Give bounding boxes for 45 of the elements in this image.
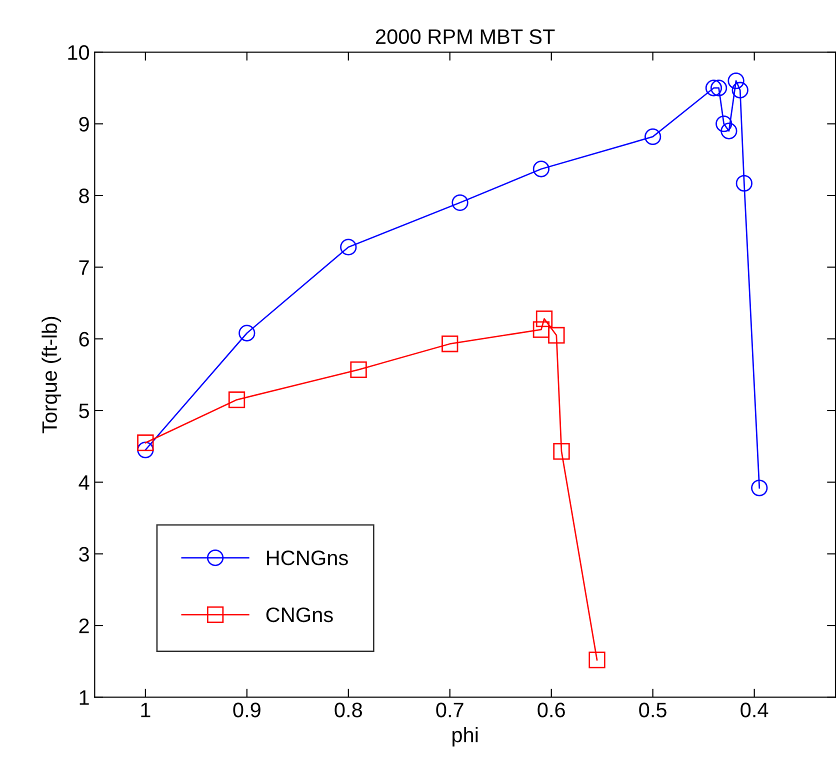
y-tick-label: 10 xyxy=(68,45,90,60)
point xyxy=(588,652,606,668)
point xyxy=(710,80,728,96)
point xyxy=(732,82,748,98)
point xyxy=(137,434,154,452)
y-tick-label: 1 xyxy=(80,690,89,705)
point xyxy=(532,160,550,178)
point xyxy=(716,115,732,132)
point xyxy=(228,391,246,408)
point xyxy=(340,238,357,256)
point xyxy=(553,443,570,460)
y-tick-label: 5 xyxy=(79,404,89,418)
point xyxy=(705,80,722,96)
point xyxy=(452,194,468,211)
x-axis-title: phi xyxy=(452,727,478,746)
point xyxy=(728,72,744,90)
y-tick-label: 6 xyxy=(79,332,89,347)
point xyxy=(350,361,367,378)
y-tick-label: 8 xyxy=(79,188,89,204)
x-tick-label: 0.4 xyxy=(740,702,768,718)
point xyxy=(548,326,565,344)
point xyxy=(442,336,458,352)
chart-title: 2000 RPM MBT ST xyxy=(376,29,555,44)
y-tick-label: 3 xyxy=(79,546,89,562)
x-tick-label: 0.7 xyxy=(436,702,464,718)
legend-label: CNGns xyxy=(266,607,333,622)
y-tick-label: 4 xyxy=(78,475,90,490)
point xyxy=(536,310,553,328)
y-tick-label: 9 xyxy=(79,116,89,132)
x-tick-label: 1 xyxy=(141,702,150,718)
point xyxy=(644,128,662,146)
y-tick-label: 2 xyxy=(79,618,89,634)
y-tick-label: 7 xyxy=(79,260,89,275)
x-tick-label: 0.9 xyxy=(233,702,260,718)
x-tick-label: 0.5 xyxy=(639,702,666,718)
point xyxy=(720,122,738,140)
x-tick-label: 0.8 xyxy=(334,702,362,718)
x-tick-label: 0.6 xyxy=(538,702,565,718)
y-axis-title: Torque (ft-lb) xyxy=(42,316,62,434)
point xyxy=(532,321,550,338)
point xyxy=(238,324,256,342)
point xyxy=(751,480,768,496)
legend-label: HCNGns xyxy=(267,550,348,566)
point xyxy=(137,442,154,458)
point xyxy=(736,174,752,192)
